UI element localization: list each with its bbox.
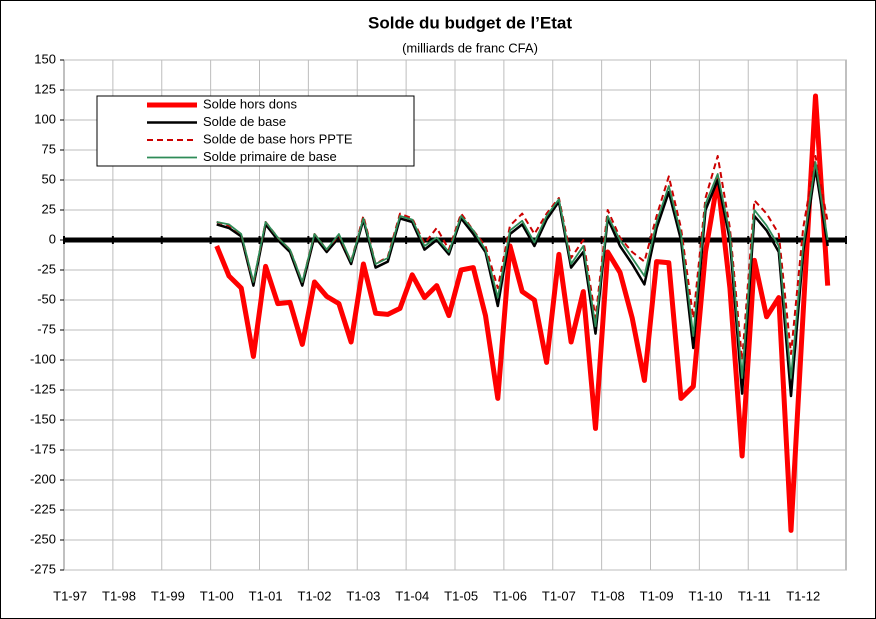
x-tick-label: T1-03	[346, 588, 380, 603]
y-tick-label: 0	[49, 231, 56, 246]
x-tick-label: T1-10	[689, 588, 723, 603]
x-tick-label: T1-98	[102, 588, 136, 603]
x-tick-label: T1-97	[53, 588, 87, 603]
y-tick-label: -275	[30, 561, 56, 576]
y-tick-label: 100	[34, 111, 56, 126]
x-tick-label: T1-09	[640, 588, 674, 603]
legend-box	[96, 95, 415, 167]
x-tick-label: T1-05	[444, 588, 478, 603]
x-tick-label: T1-08	[591, 588, 625, 603]
y-tick-label: -75	[37, 321, 56, 336]
x-tick-label: T1-06	[493, 588, 527, 603]
x-tick-label: T1-04	[395, 588, 429, 603]
x-tick-label: T1-01	[249, 588, 283, 603]
series-line	[216, 166, 829, 398]
series-line	[216, 155, 829, 361]
y-tick-label: 50	[42, 171, 56, 186]
chart-title: Solde du budget de l’Etat	[368, 13, 572, 32]
series-line	[214, 93, 831, 533]
y-tick-label: 125	[34, 81, 56, 96]
y-tick-label: -200	[30, 471, 56, 486]
y-tick-label: -25	[37, 261, 56, 276]
y-tick-label: -225	[30, 501, 56, 516]
y-tick-label: 150	[34, 51, 56, 66]
y-tick-label: -250	[30, 531, 56, 546]
y-tick-label: -50	[37, 291, 56, 306]
legend-label: Solde de base hors PPTE	[203, 131, 353, 146]
x-tick-label: T1-12	[786, 588, 820, 603]
y-tick-label: -150	[30, 411, 56, 426]
x-tick-label: T1-00	[200, 588, 234, 603]
x-tick-label: T1-07	[542, 588, 576, 603]
y-tick-label: -100	[30, 351, 56, 366]
legend-label: Solde de base	[203, 114, 286, 129]
x-tick-label: T1-02	[298, 588, 332, 603]
x-tick-label: T1-11	[738, 588, 771, 603]
legend-label: Solde primaire de base	[203, 149, 337, 164]
y-tick-label: 25	[42, 201, 56, 216]
x-tick-label: T1-99	[151, 588, 185, 603]
legend-label: Solde hors dons	[203, 96, 297, 111]
chart-subtitle: (milliards de franc CFA)	[402, 40, 538, 55]
y-tick-label: -175	[30, 441, 56, 456]
series-line	[216, 161, 829, 379]
y-tick-label: -125	[30, 381, 56, 396]
y-tick-label: 75	[42, 141, 56, 156]
